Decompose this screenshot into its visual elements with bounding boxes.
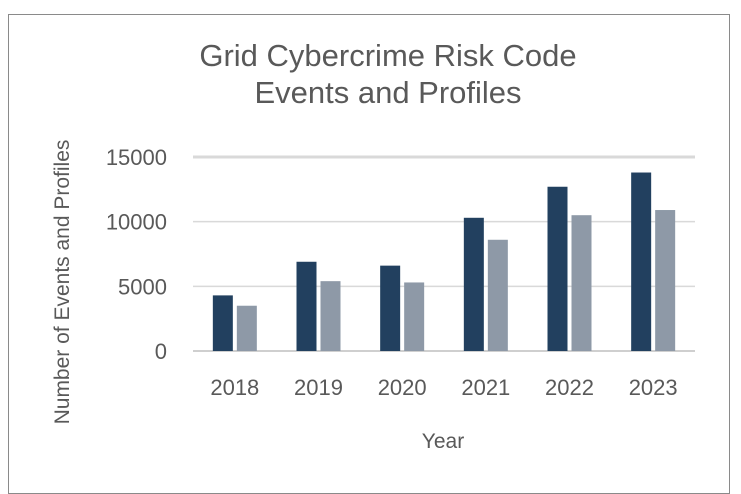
y-tick-label: 10000 — [106, 210, 167, 235]
bar-2023-series-1 — [631, 172, 652, 351]
x-tick-label: 2018 — [210, 375, 259, 400]
x-tick-label: 2019 — [294, 375, 343, 400]
bar-2020-series-2 — [404, 282, 425, 351]
bar-2021-series-2 — [487, 239, 508, 351]
bar-2018-series-2 — [236, 305, 257, 351]
y-axis-title: Number of Events and Profiles — [51, 140, 74, 425]
bars — [212, 172, 676, 351]
x-axis-title: Year — [422, 430, 464, 453]
bar-2019-series-1 — [296, 261, 317, 351]
bar-2023-series-2 — [655, 210, 676, 351]
y-tick-label: 15000 — [106, 145, 167, 170]
x-tick-label: 2020 — [378, 375, 427, 400]
x-tick-labels: 2018 2019 2020 2021 2022 2023 — [210, 375, 677, 400]
y-tick-label: 0 — [155, 339, 167, 364]
x-tick-label: 2022 — [545, 375, 594, 400]
chart-title-line-1: Grid Cybercrime Risk Code — [199, 38, 576, 73]
x-tick-label: 2021 — [461, 375, 510, 400]
bar-2021-series-1 — [463, 217, 484, 351]
gridlines — [193, 155, 695, 352]
bar-2018-series-1 — [212, 295, 233, 351]
chart-title-line-2: Events and Profiles — [254, 75, 521, 110]
bar-2019-series-2 — [320, 281, 341, 351]
bar-2022-series-2 — [571, 215, 592, 351]
chart-title: Grid Cybercrime Risk Code Events and Pro… — [199, 38, 576, 110]
x-tick-label: 2023 — [629, 375, 678, 400]
bar-2022-series-1 — [547, 186, 568, 351]
bar-2020-series-1 — [380, 265, 401, 351]
y-tick-label: 5000 — [118, 274, 167, 299]
y-tick-labels: 0 5000 10000 15000 — [106, 145, 167, 364]
chart-frame — [8, 14, 730, 494]
